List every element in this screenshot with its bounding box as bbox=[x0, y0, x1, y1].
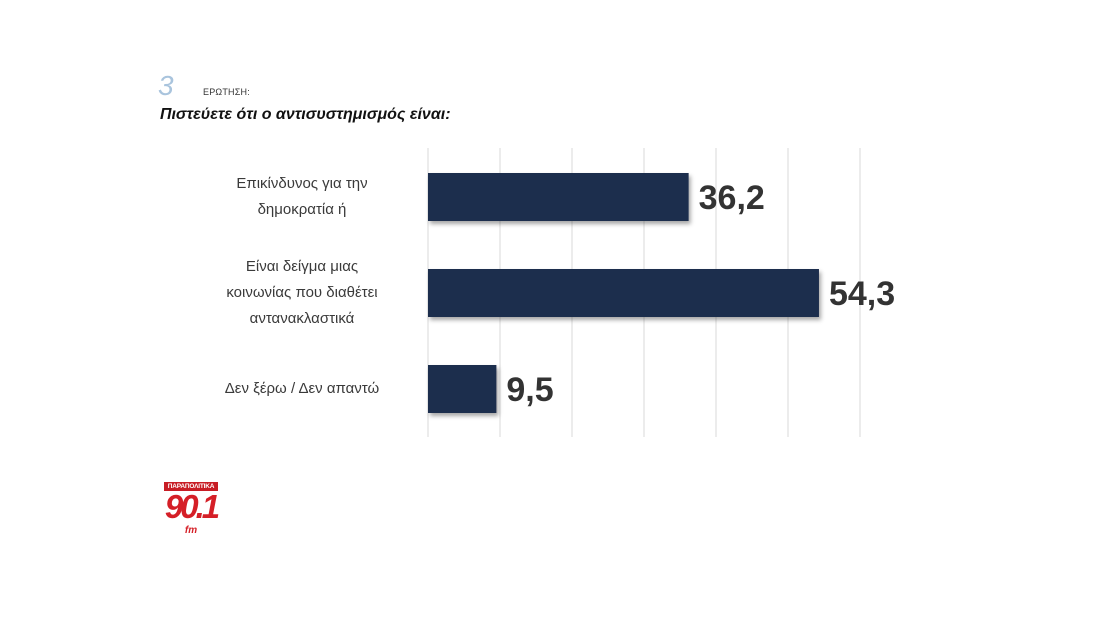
question-number: 3 bbox=[158, 70, 174, 101]
bar bbox=[428, 365, 497, 413]
logo-top-text: ΠΑΡΑΠΟΛΙΤΙΚΑ bbox=[164, 482, 218, 491]
category-label-line: Είναι δείγμα μιας bbox=[245, 258, 359, 275]
category-label: Επικίνδυνος για την δημοκρατία ή bbox=[192, 171, 412, 223]
category-label-line: αντανακλαστικά bbox=[249, 310, 355, 327]
category-label: Δεν ξέρω / Δεν απαντώ bbox=[192, 376, 412, 402]
category-label: Είναι δείγμα μιας κοινωνίας που διαθέτει α… bbox=[192, 254, 412, 332]
logo-band: fm bbox=[184, 525, 198, 536]
category-label-line: κοινωνίας που διαθέτει bbox=[226, 284, 378, 301]
question-kicker: ΕΡΩΤΗΣΗ: bbox=[203, 87, 250, 97]
question-title: Πιστεύετε ότι ο αντισυστημισμός είναι: bbox=[160, 106, 451, 123]
radio-logo: ΠΑΡΑΠΟΛΙΤΙΚΑ 90.1 fm bbox=[164, 482, 220, 540]
bar bbox=[428, 269, 819, 317]
category-label-line: δημοκρατία ή bbox=[257, 201, 347, 218]
data-label: 9,5 bbox=[506, 371, 553, 409]
data-label: 36,2 bbox=[699, 179, 765, 217]
bar bbox=[428, 173, 689, 221]
data-label: 54,3 bbox=[829, 275, 895, 313]
logo-frequency: 90.1 bbox=[164, 488, 220, 525]
category-label-line: Δεν ξέρω / Δεν απαντώ bbox=[224, 380, 380, 397]
category-label-line: Επικίνδυνος για την bbox=[236, 175, 368, 192]
